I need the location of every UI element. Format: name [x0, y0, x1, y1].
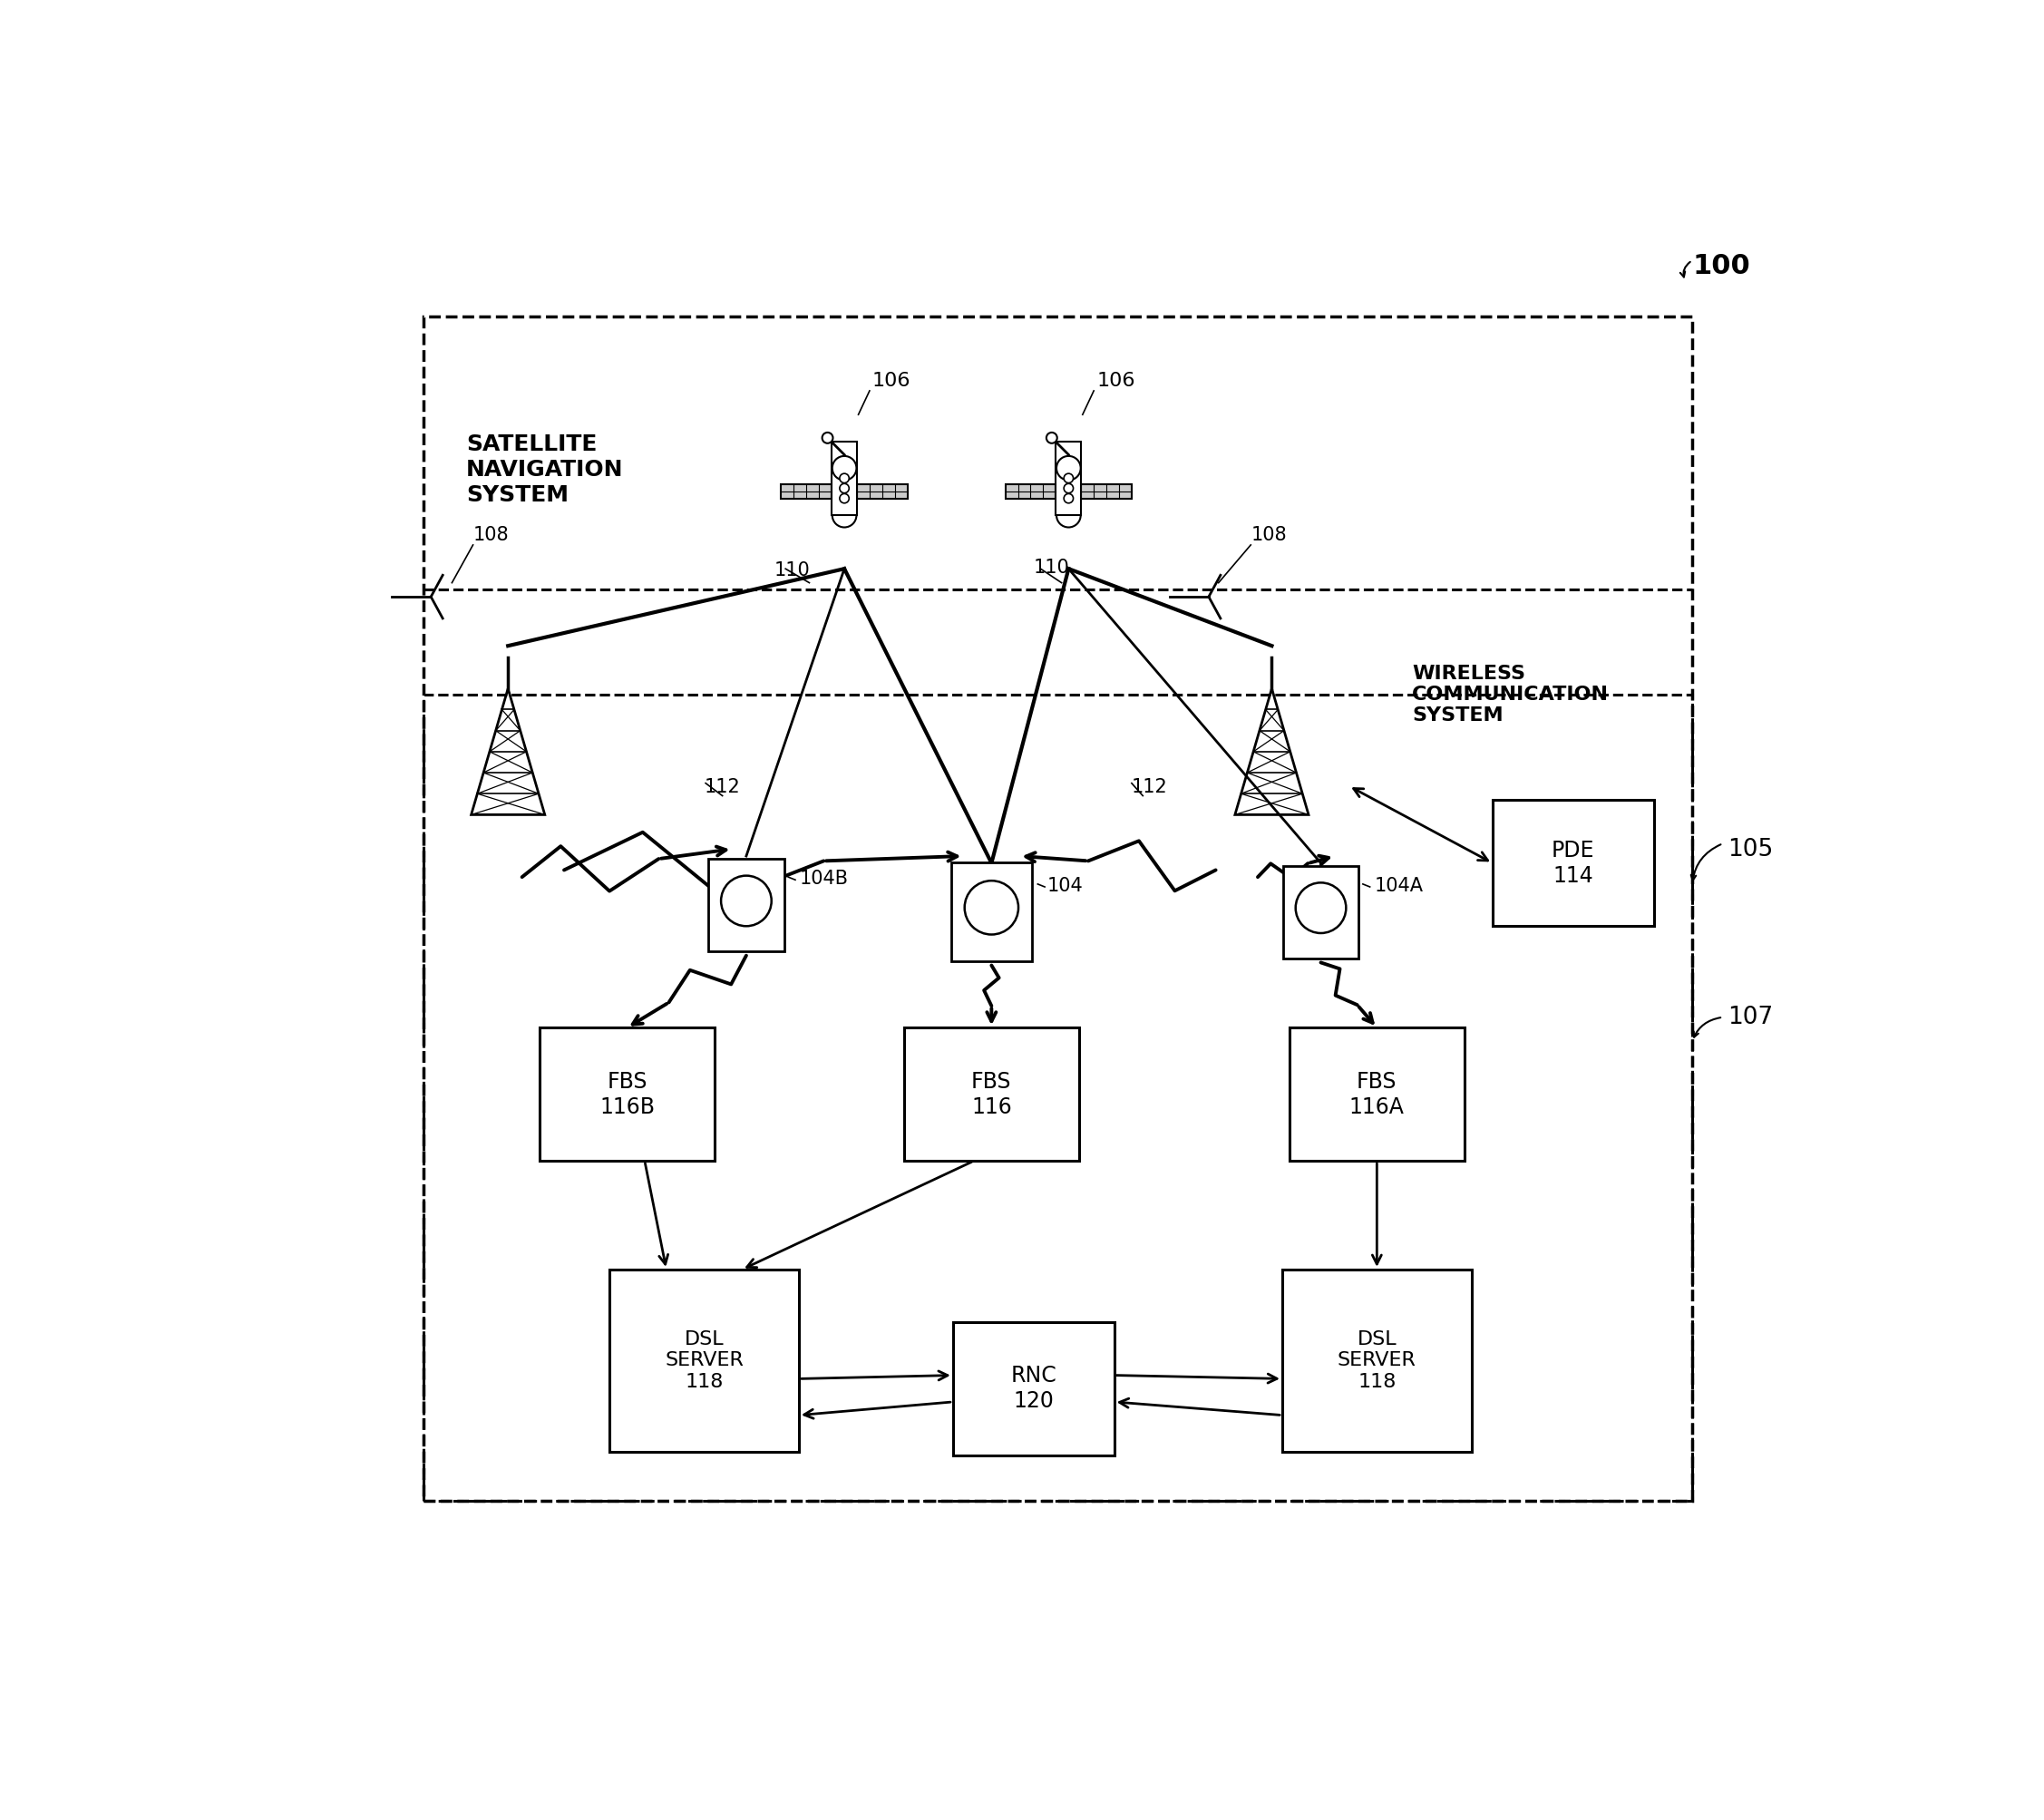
Bar [423, 695, 1692, 1501]
Circle shape [832, 502, 856, 528]
Bar [609, 1270, 799, 1452]
Text: 110: 110 [775, 561, 809, 579]
Circle shape [1063, 493, 1073, 502]
Bar [1492, 801, 1654, 926]
Text: 112: 112 [1132, 779, 1167, 797]
Circle shape [1047, 433, 1057, 444]
Bar [903, 1028, 1079, 1161]
Bar [1290, 1028, 1464, 1161]
Polygon shape [1006, 484, 1057, 499]
Bar [953, 1321, 1114, 1456]
Circle shape [1063, 473, 1073, 482]
Circle shape [1063, 484, 1073, 493]
Text: 105: 105 [1727, 837, 1772, 861]
Text: 108: 108 [472, 526, 509, 544]
Text: 112: 112 [705, 779, 740, 797]
Text: FBS
116B: FBS 116B [599, 1070, 654, 1117]
Text: 104: 104 [1047, 877, 1083, 895]
Bar [832, 440, 856, 515]
Text: FBS
116A: FBS 116A [1349, 1070, 1404, 1117]
Text: 100: 100 [1692, 253, 1750, 280]
Text: WIRELESS
COMMUNICATION
SYSTEM: WIRELESS COMMUNICATION SYSTEM [1412, 664, 1609, 724]
Text: RNC
120: RNC 120 [1010, 1365, 1057, 1412]
Bar [1282, 1270, 1472, 1452]
Circle shape [822, 433, 832, 444]
Text: SATELLITE
NAVIGATION
SYSTEM: SATELLITE NAVIGATION SYSTEM [466, 433, 623, 506]
Circle shape [840, 484, 848, 493]
Text: 104A: 104A [1374, 877, 1423, 895]
Polygon shape [1081, 484, 1132, 499]
Bar [1057, 440, 1081, 515]
Text: 110: 110 [1034, 559, 1069, 577]
Text: 106: 106 [873, 371, 912, 389]
Bar [423, 317, 1692, 1502]
Polygon shape [856, 484, 908, 499]
Text: 106: 106 [1096, 371, 1134, 389]
Bar [709, 859, 785, 952]
Text: DSL
SERVER
118: DSL SERVER 118 [1337, 1330, 1416, 1390]
Circle shape [840, 473, 848, 482]
Bar [1284, 866, 1359, 959]
Circle shape [1057, 502, 1081, 528]
Circle shape [840, 493, 848, 502]
Circle shape [1057, 457, 1081, 480]
Bar [950, 863, 1032, 961]
Bar [540, 1028, 715, 1161]
Text: 104B: 104B [799, 870, 848, 888]
Polygon shape [781, 484, 832, 499]
Text: FBS
116: FBS 116 [971, 1070, 1012, 1117]
Text: 107: 107 [1727, 1005, 1772, 1028]
Text: 108: 108 [1251, 526, 1286, 544]
Circle shape [832, 457, 856, 480]
Text: DSL
SERVER
118: DSL SERVER 118 [664, 1330, 744, 1390]
Text: PDE
114: PDE 114 [1551, 839, 1594, 886]
